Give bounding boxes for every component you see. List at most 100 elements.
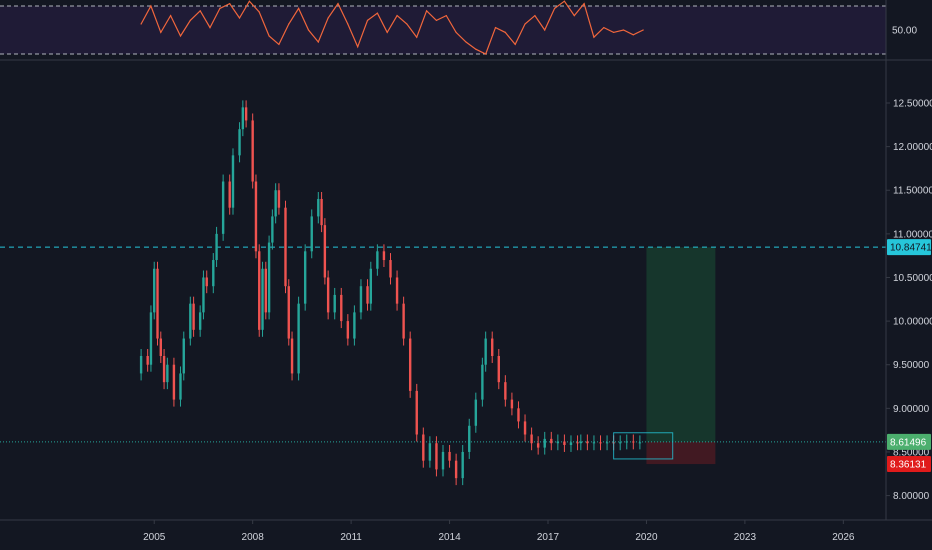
candle-body (182, 338, 185, 374)
candle-body (408, 338, 412, 391)
candle-body (205, 277, 208, 287)
oscillator-point (622, 29, 625, 31)
candle-body (491, 338, 494, 356)
oscillator-point (514, 43, 516, 46)
target-price-tag-background (887, 239, 931, 256)
candle-body (448, 451, 451, 461)
oscillator-point (524, 23, 526, 25)
oscillator-point (416, 36, 418, 38)
oscillator-point (219, 7, 221, 9)
oscillator-band (0, 6, 886, 54)
time-tick-label: 2014 (438, 532, 461, 543)
price-tick-label: 12.50000 (893, 99, 932, 110)
oscillator-point (613, 31, 615, 33)
candle-body (395, 277, 399, 304)
candle-body (231, 155, 235, 208)
candle-body (326, 277, 330, 313)
candle-body (382, 251, 386, 261)
candle-body (389, 260, 392, 278)
candle-body (159, 338, 162, 356)
oscillator-point (475, 48, 477, 50)
candle-body (422, 434, 425, 461)
oscillator-point (642, 29, 644, 31)
time-tick-label: 2005 (143, 532, 166, 543)
price-tick-label: 10.00000 (893, 317, 932, 328)
target-price-tag-label: 10.84741 (890, 243, 932, 254)
oscillator-point (278, 43, 280, 46)
candle-body (599, 442, 602, 444)
candle-body (284, 207, 287, 287)
highlight-box[interactable] (613, 432, 674, 460)
oscillator-point (406, 23, 408, 25)
oscillator-point (209, 27, 211, 29)
time-axis[interactable]: 2005 2008 2011 2014 2017 2020 2023 2026 (143, 520, 855, 543)
oscillator-point (376, 12, 378, 14)
oscillator-point (425, 10, 428, 12)
candle-body (605, 442, 609, 444)
price-tick-label: 9.00000 (893, 404, 930, 415)
candle-body (198, 312, 202, 330)
candle-body (441, 451, 445, 470)
oscillator-point (258, 11, 260, 13)
candle-body (238, 129, 241, 156)
candle-body (166, 364, 169, 383)
candle-body (474, 399, 478, 426)
price-tick-label: 8.50000 (893, 447, 930, 458)
oscillator-point (386, 31, 388, 33)
target-price-tag: 10.84741 (887, 239, 932, 256)
price-tick-label: 11.50000 (893, 186, 932, 197)
candle-body (346, 321, 350, 339)
candle-body (468, 425, 471, 452)
candle-body (359, 286, 363, 313)
time-tick-label: 2020 (635, 532, 658, 543)
oscillator-panel[interactable] (0, 0, 886, 55)
time-tick-label: 2011 (340, 532, 362, 543)
candle-body (251, 120, 254, 182)
price-tick-label: 8.00000 (893, 491, 930, 502)
price-axis[interactable]: 8.00000 8.50000 9.00000 9.50000 10.00000 10.5… (886, 99, 932, 503)
position-loss-zone[interactable] (646, 441, 716, 465)
candle-body (415, 390, 418, 435)
oscillator-point (288, 23, 290, 25)
oscillator-point (485, 53, 487, 55)
candle-body (303, 251, 307, 304)
price-tick-label: 12.00000 (893, 142, 932, 153)
oscillator-point (327, 17, 329, 19)
candle-body (632, 441, 635, 443)
candle-body (287, 286, 290, 339)
candle-body (517, 408, 520, 422)
oscillator-point (504, 31, 506, 33)
candle-body (556, 441, 560, 444)
time-tick-label: 2017 (537, 532, 560, 543)
candle-body (153, 268, 156, 313)
candle-body (569, 442, 573, 445)
oscillator-point (494, 27, 497, 29)
candle-body (484, 338, 487, 365)
candle-body (146, 355, 149, 365)
oscillator-point (573, 15, 575, 17)
candle-body (192, 303, 195, 330)
oscillator-point (603, 27, 605, 29)
oscillator-point (268, 35, 270, 37)
position-profit-zone[interactable] (646, 247, 716, 442)
candle-body (435, 443, 438, 470)
candle-body (563, 441, 566, 445)
price-panel[interactable] (0, 100, 886, 486)
oscillator-point (396, 15, 398, 17)
stop-price-tag-background (887, 456, 931, 473)
oscillator-point (238, 17, 241, 19)
oscillator-point (150, 5, 152, 7)
candle-body (162, 355, 166, 383)
oscillator-axis[interactable]: 50.00 (892, 26, 917, 37)
oscillator-point (199, 10, 201, 12)
candle-body (586, 441, 589, 444)
candle-body (530, 434, 533, 444)
current-price-tag-background (887, 433, 931, 450)
candle-body (212, 260, 215, 287)
candle-body (504, 382, 507, 400)
candle-body (550, 438, 553, 444)
candle-body (625, 441, 628, 443)
candle-body (258, 251, 261, 330)
